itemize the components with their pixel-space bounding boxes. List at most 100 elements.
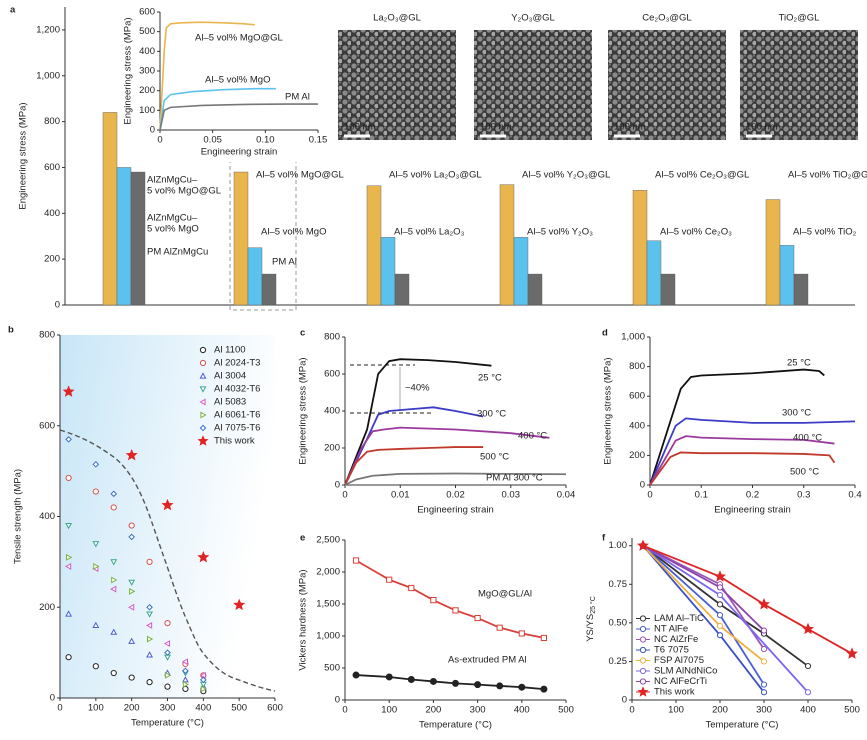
bar-label: PM AlZnMgCu: [147, 247, 208, 258]
y-tick-label: 1,000: [316, 631, 340, 642]
legend-marker: [199, 372, 207, 379]
data-point: [451, 679, 460, 687]
y-tick-label: 200: [629, 450, 645, 461]
series-label: Al–5 vol% MgO: [205, 75, 270, 86]
data-point: [164, 683, 171, 690]
bar: [247, 247, 263, 306]
data-line: [159, 87, 276, 131]
data-point: [200, 685, 207, 693]
bar: [527, 273, 543, 306]
bar: [261, 273, 277, 306]
data-point: [496, 624, 503, 631]
series-label: PM Al: [285, 92, 310, 103]
legend-marker: [637, 686, 649, 697]
data-point: [92, 663, 99, 670]
x-tick-label: 0.01: [391, 490, 410, 501]
data-point: [110, 670, 117, 677]
data-point: [716, 584, 724, 591]
data-point: [760, 658, 768, 665]
y-tick-label: 1,000: [621, 332, 645, 343]
data-line: [344, 426, 550, 486]
series-label: 500 °C: [790, 467, 819, 478]
data-point: [760, 681, 768, 688]
y-tick-label: 600: [324, 369, 340, 380]
series-label: As-extruded PM Al: [448, 655, 527, 666]
data-point: [65, 654, 72, 661]
data-point: [200, 676, 207, 684]
series-label: 400 °C: [793, 433, 822, 444]
data-point: [197, 551, 210, 563]
y-tick-label: 2,000: [316, 567, 340, 578]
bar: [660, 273, 676, 306]
data-point: [65, 522, 73, 530]
highlight-box: [229, 154, 297, 311]
y-tick-label: 1,200: [36, 24, 60, 35]
micrograph: [474, 30, 592, 140]
y-tick-label: 400: [324, 406, 340, 417]
data-point: [386, 576, 393, 583]
legend-label: FSP Al7075: [654, 655, 704, 666]
data-point: [452, 607, 459, 614]
x-tick-label: 200: [124, 703, 140, 714]
data-point: [758, 598, 770, 610]
data-point: [92, 541, 100, 548]
bar: [779, 245, 795, 306]
legend-label: NC AlFeCrTi: [654, 676, 707, 687]
x-tick-label: 0.3: [797, 490, 810, 501]
x-tick-label: 0.02: [446, 490, 465, 501]
x-tick-label: 0: [647, 490, 652, 501]
x-tick-label: 400: [195, 703, 211, 714]
y-tick-label: 800: [39, 330, 55, 341]
data-point: [128, 579, 136, 586]
data-point: [199, 671, 206, 679]
legend-label: Al 5083: [214, 397, 246, 408]
data-point: [110, 504, 117, 511]
legend-marker: [199, 346, 207, 354]
legend-marker: [199, 359, 207, 367]
y-tick-label: 0: [55, 300, 60, 311]
series-label: 25 °C: [787, 358, 811, 369]
y-tick-label: 0: [640, 480, 645, 491]
data-point: [92, 461, 100, 468]
data-point: [714, 570, 726, 582]
panel-letter: b: [8, 325, 14, 336]
data-point: [233, 598, 246, 611]
data-point: [164, 671, 172, 679]
bar: [646, 240, 662, 306]
data-point: [181, 676, 189, 683]
x-tick-label: 300: [756, 705, 772, 716]
y-axis-label: Engineering stress (MPa): [298, 357, 309, 464]
data-point: [518, 683, 526, 691]
x-axis-label: Engineering strain: [417, 505, 494, 516]
x-tick-label: 0.03: [502, 490, 521, 501]
data-line: [649, 417, 856, 486]
legend-label: NC AlZrFe: [654, 634, 698, 645]
data-point: [125, 448, 138, 461]
series-label: PM Al 300 °C: [486, 473, 543, 484]
bar-label: 5 vol% MgO@GL: [147, 186, 221, 197]
x-tick-label: 500: [231, 703, 247, 714]
data-point: [716, 592, 724, 599]
data-point: [161, 498, 174, 511]
y-tick-label: 300: [139, 66, 155, 77]
x-tick-label: 200: [425, 705, 441, 716]
data-point: [716, 632, 724, 639]
image-title: Y₂O₃@GL: [511, 13, 555, 24]
data-point: [128, 603, 135, 611]
micrograph: [338, 30, 456, 140]
bar-label: Al–5 vol% Ce₂O₃: [660, 227, 732, 238]
legend-marker: [639, 646, 647, 654]
x-axis-label: Temperature (°C): [706, 720, 779, 731]
y-tick-label: 600: [629, 391, 645, 402]
y-tick-label: 400: [39, 511, 55, 522]
bar: [513, 237, 529, 306]
legend-marker: [197, 435, 209, 446]
series-label: 500 °C: [480, 452, 509, 463]
data-point: [129, 587, 136, 595]
legend-label: SLM AlNdNiCo: [654, 666, 717, 677]
data-point: [474, 681, 482, 689]
y-tick-label: 200: [139, 85, 155, 96]
data-point: [760, 689, 768, 696]
data-point: [716, 612, 724, 619]
